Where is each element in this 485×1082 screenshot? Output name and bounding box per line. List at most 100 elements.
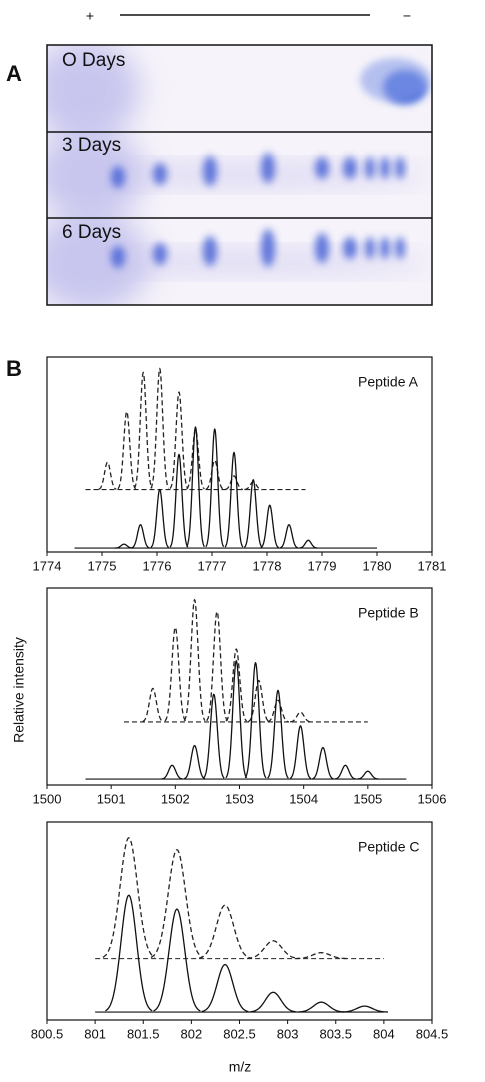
- gel-band: [261, 229, 275, 267]
- x-axis-label: m/z: [229, 1059, 252, 1075]
- gel-band: [365, 237, 375, 259]
- x-tick-label: 802: [181, 1026, 203, 1041]
- peak: [334, 764, 356, 780]
- peak: [131, 524, 150, 549]
- polarity-minus: −: [403, 8, 411, 24]
- peak: [183, 744, 206, 780]
- gel-band: [343, 157, 357, 179]
- peak: [260, 504, 279, 549]
- peak: [248, 679, 270, 723]
- lane-label: 3 Days: [62, 135, 121, 156]
- panel-label: A: [6, 61, 22, 86]
- peak: [225, 659, 248, 779]
- x-tick-label: 1780: [363, 558, 392, 573]
- y-axis-label: Relative intensity: [11, 637, 27, 743]
- peak: [115, 543, 133, 549]
- peak: [142, 687, 164, 723]
- gel-band: [203, 236, 217, 266]
- x-tick-label: 1777: [198, 558, 227, 573]
- gel-band: [153, 243, 167, 265]
- peak: [161, 764, 183, 780]
- gel-band: [395, 237, 405, 259]
- gel-band: [261, 153, 275, 183]
- gel-band: [365, 157, 375, 179]
- x-tick-label: 801.5: [127, 1026, 160, 1041]
- x-tick-label: 1506: [418, 791, 447, 806]
- x-tick-label: 1500: [33, 791, 62, 806]
- peak: [150, 488, 170, 548]
- polarity-plus: +: [86, 8, 94, 24]
- peak: [297, 1001, 345, 1013]
- gel-smear: [50, 165, 430, 185]
- peak: [299, 539, 318, 549]
- gel-frame: [46, 44, 433, 306]
- gel-band: [111, 166, 125, 188]
- peak: [186, 426, 205, 548]
- x-tick-label: 1774: [33, 558, 62, 573]
- peak: [150, 848, 204, 959]
- plot-frame: [46, 356, 433, 553]
- gel-band: [315, 233, 329, 263]
- x-tick-label: 801: [84, 1026, 106, 1041]
- peak: [267, 699, 289, 723]
- peak: [312, 746, 334, 780]
- x-tick-label: 802.5: [223, 1026, 256, 1041]
- x-tick-label: 804.5: [416, 1026, 449, 1041]
- peak: [267, 689, 289, 779]
- peak: [98, 461, 117, 490]
- peak: [169, 453, 189, 548]
- x-tick-label: 1775: [88, 558, 117, 573]
- peak: [289, 725, 312, 780]
- x-tick-label: 1779: [308, 558, 337, 573]
- peak: [186, 428, 205, 490]
- x-tick-label: 803: [277, 1026, 299, 1041]
- chart-title: Peptide C: [358, 839, 419, 855]
- gel-band: [380, 237, 390, 259]
- peak: [202, 693, 225, 779]
- x-tick-label: 800.5: [31, 1026, 64, 1041]
- gel-band: [203, 156, 217, 186]
- peak: [249, 991, 297, 1013]
- peak: [341, 1005, 389, 1013]
- peak: [224, 451, 244, 548]
- lane-label: 6 Days: [62, 222, 121, 243]
- lane-label: O Days: [62, 50, 125, 71]
- gel-band: [360, 58, 430, 102]
- peak: [105, 894, 153, 1012]
- panel-label: B: [6, 356, 22, 381]
- gel-band: [153, 163, 167, 185]
- peak: [357, 770, 379, 780]
- peak: [183, 598, 206, 722]
- x-tick-label: 804: [373, 1026, 395, 1041]
- chart-title: Peptide A: [358, 374, 419, 390]
- x-tick-label: 1776: [143, 558, 172, 573]
- gel-smear: [47, 45, 140, 140]
- peak: [289, 711, 311, 723]
- peak: [243, 478, 263, 548]
- x-tick-label: 1501: [97, 791, 126, 806]
- peak: [295, 952, 348, 960]
- peak: [150, 367, 170, 489]
- peak: [102, 837, 156, 958]
- gel: [47, 45, 432, 305]
- peak: [198, 904, 252, 959]
- x-tick-label: 1502: [161, 791, 190, 806]
- chart-title: Peptide B: [358, 605, 419, 621]
- gel-band: [343, 237, 357, 259]
- peak: [201, 963, 249, 1013]
- gel-band: [315, 157, 329, 179]
- x-tick-label: 1504: [289, 791, 318, 806]
- peak: [117, 410, 137, 490]
- peak: [206, 610, 228, 722]
- peak: [205, 459, 224, 490]
- x-tick-label: 1503: [225, 791, 254, 806]
- peak: [247, 940, 300, 960]
- peak: [164, 626, 187, 722]
- x-tick-label: 1778: [253, 558, 282, 573]
- gel-band: [380, 157, 390, 179]
- x-tick-label: 803.5: [319, 1026, 352, 1041]
- gel-smear: [50, 252, 430, 272]
- peak: [244, 481, 263, 491]
- x-tick-label: 1505: [353, 791, 382, 806]
